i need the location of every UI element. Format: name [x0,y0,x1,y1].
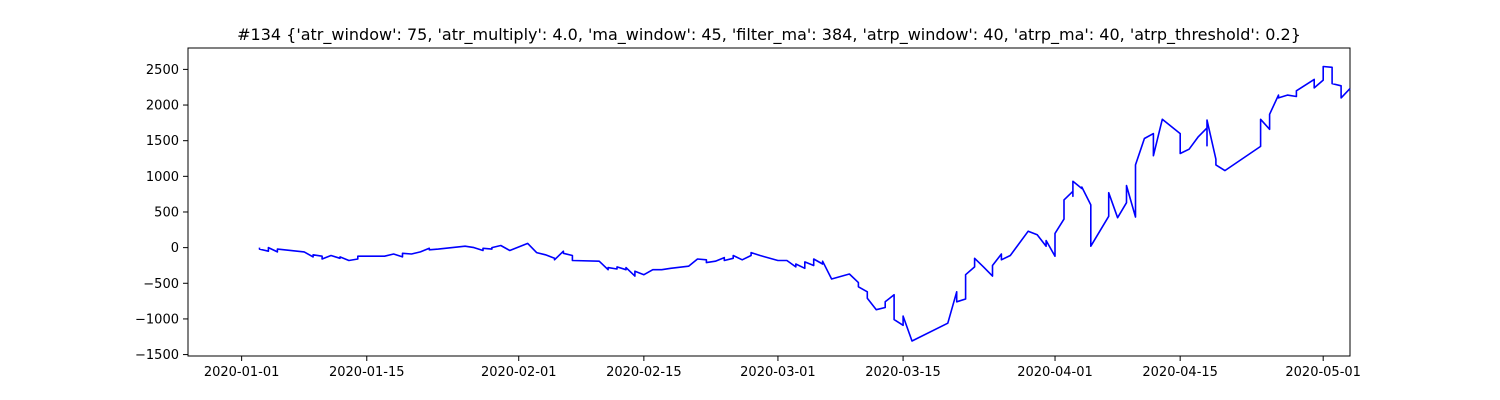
y-axis: −1500 −1000 −500 0 500 1000 1500 2000 2500 [135,63,188,363]
x-tick-label: 2020-04-01 [1017,365,1093,380]
y-tick-label: 2500 [146,63,179,78]
y-tick-label: 1500 [146,134,179,149]
x-axis: 2020-01-01 2020-01-15 2020-02-01 2020-02-15… [204,356,1361,380]
y-tick-label: −1500 [135,348,179,363]
x-tick-label: 2020-03-15 [865,365,941,380]
x-tick-label: 2020-01-01 [204,365,280,380]
series-line [258,65,1351,342]
y-tick-label: 1000 [146,170,179,185]
x-tick-label: 2020-04-15 [1142,365,1218,380]
y-tick-label: 2000 [146,99,179,114]
chart-title: #134 {'atr_window': 75, 'atr_multiply': … [237,25,1301,45]
y-tick-label: 500 [154,205,179,220]
x-tick-label: 2020-02-15 [606,365,682,380]
x-tick-label: 2020-05-01 [1285,365,1361,380]
x-tick-label: 2020-02-01 [481,365,557,380]
plot-area [187,47,1351,357]
x-tick-label: 2020-03-01 [740,365,816,380]
y-tick-label: −1000 [135,312,179,327]
y-tick-label: 0 [171,241,179,256]
x-tick-label: 2020-01-15 [329,365,405,380]
plot-frame [187,47,1351,357]
series-layer [258,65,1351,342]
y-tick-label: −500 [143,277,179,292]
